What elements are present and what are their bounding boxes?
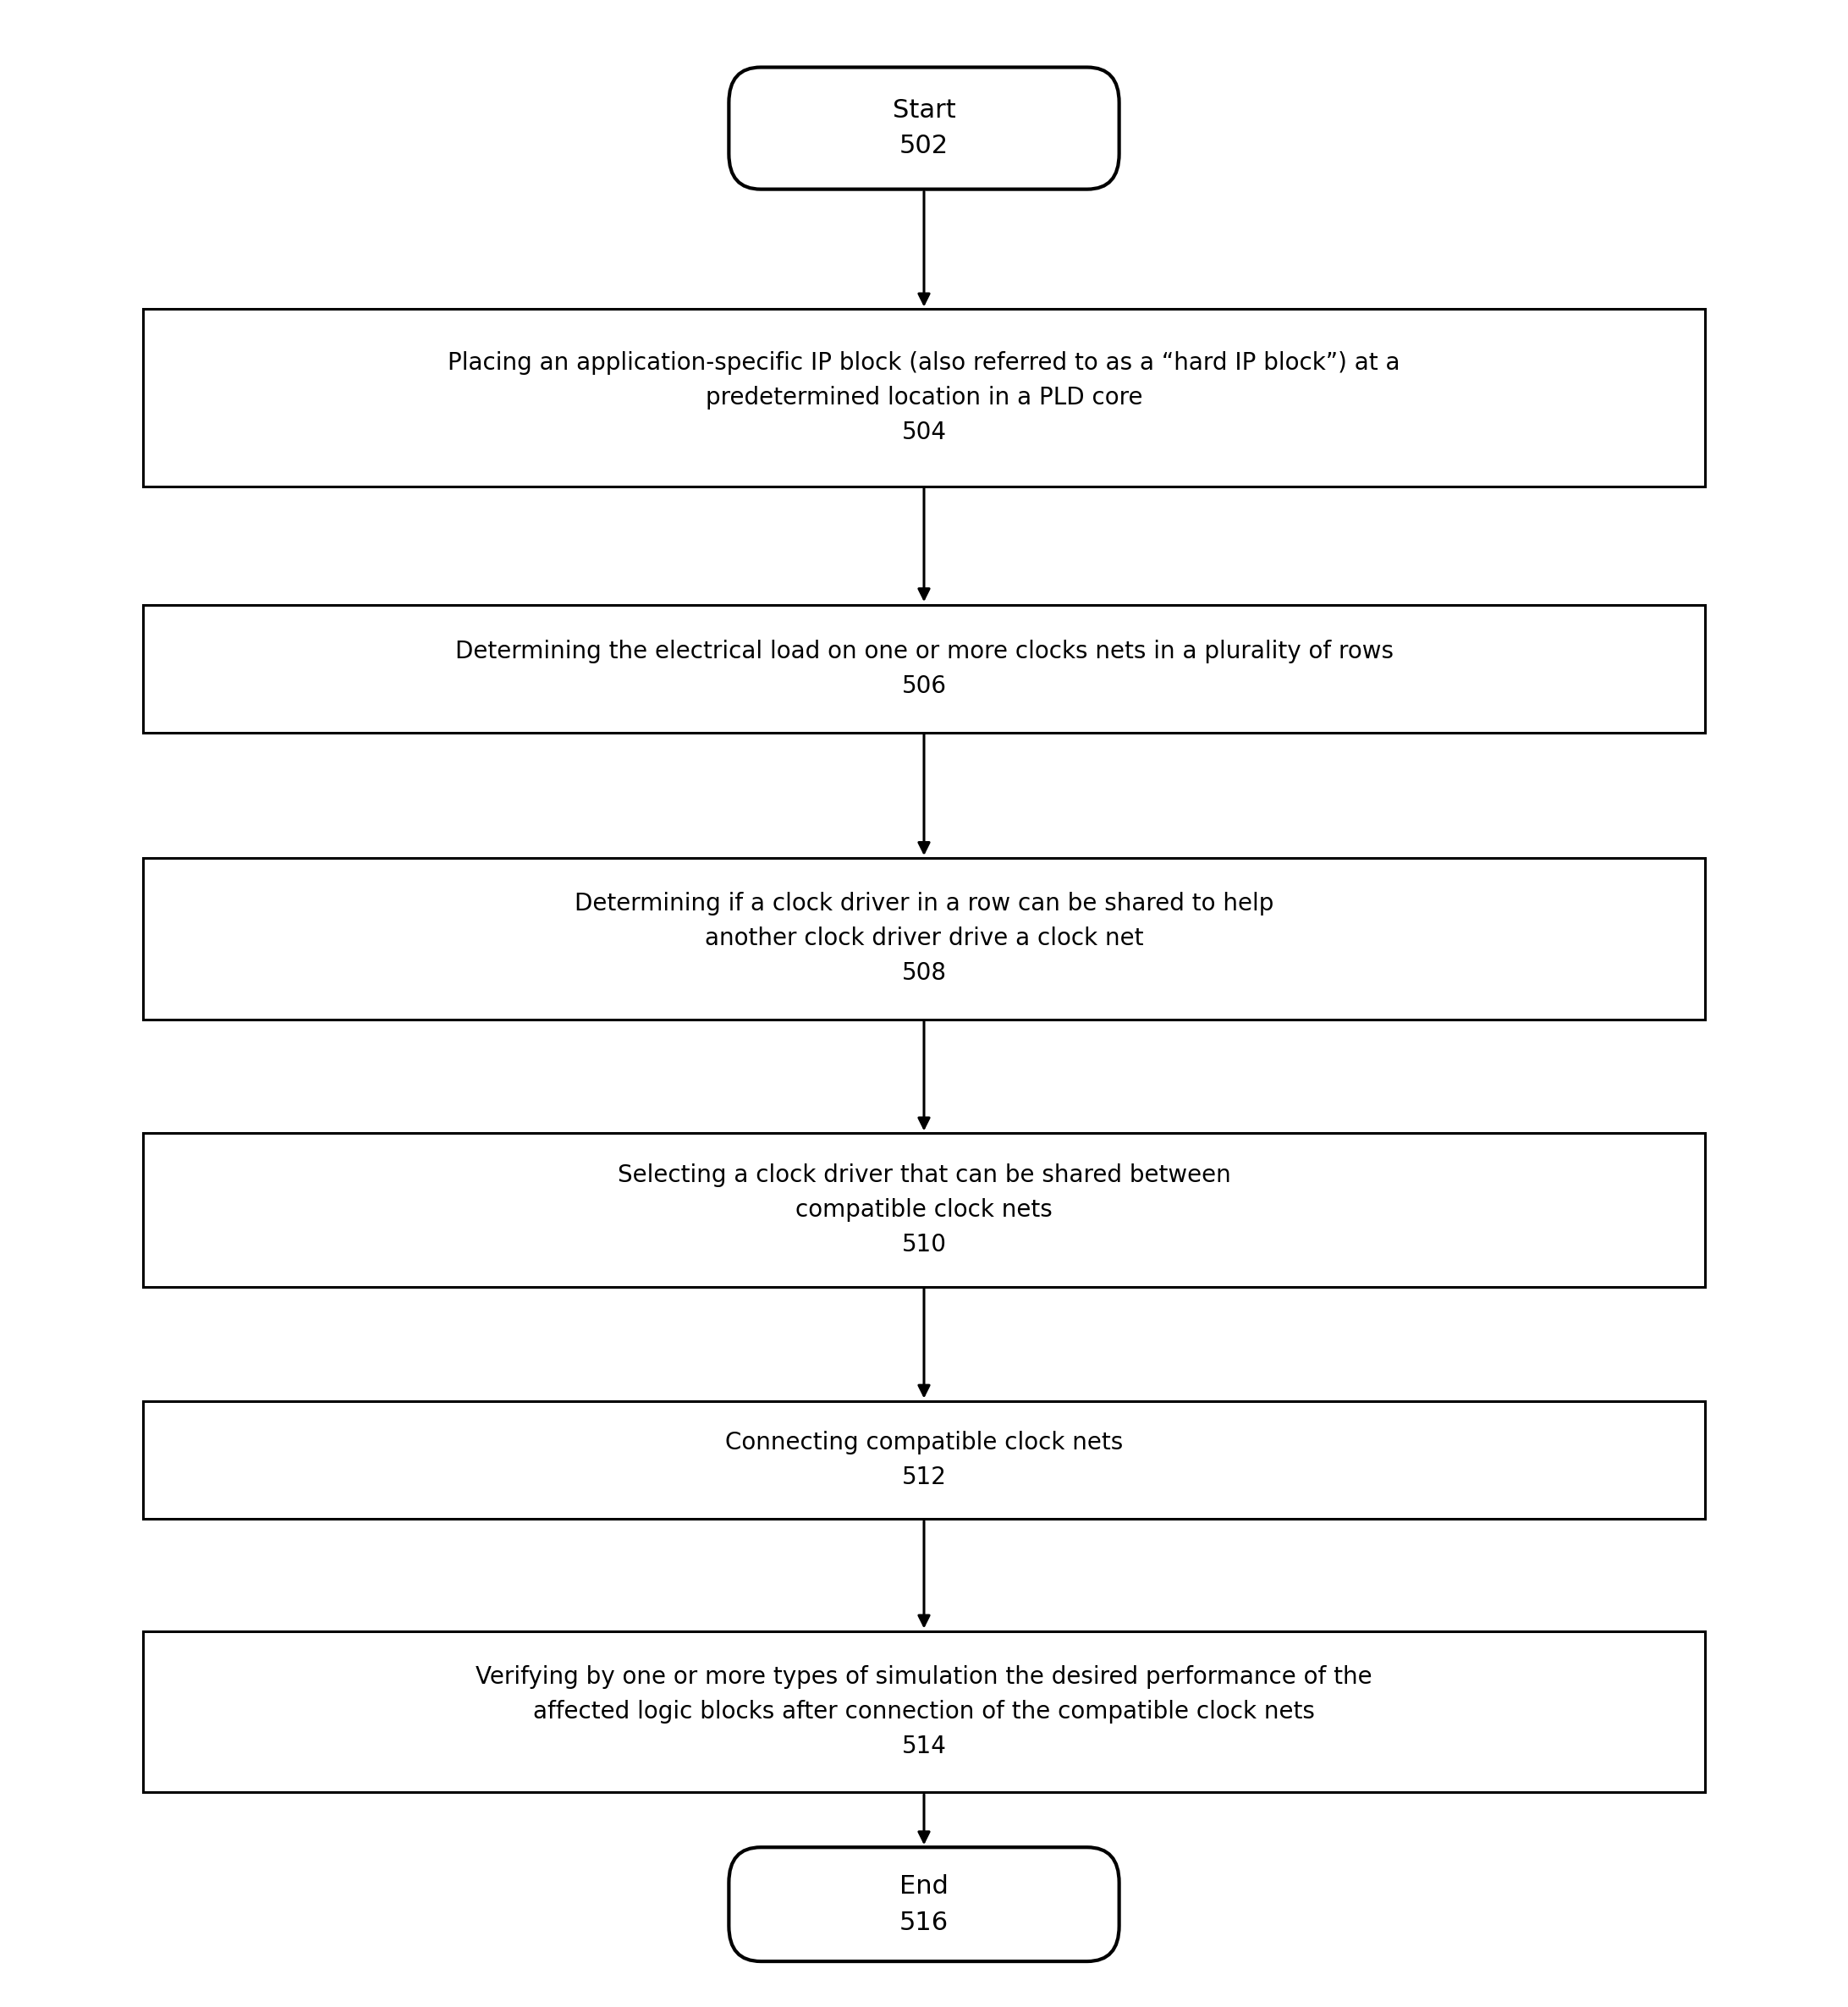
Text: Determining if a clock driver in a row can be shared to help
another clock drive: Determining if a clock driver in a row c…: [575, 891, 1273, 985]
Text: Verifying by one or more types of simulation the desired performance of the
affe: Verifying by one or more types of simula…: [475, 1666, 1373, 1758]
Text: Placing an application-specific IP block (also referred to as a “hard IP block”): Placing an application-specific IP block…: [447, 351, 1401, 444]
Bar: [144, 606, 1704, 733]
FancyBboxPatch shape: [728, 68, 1120, 189]
Bar: [144, 1632, 1704, 1792]
Text: Determining the electrical load on one or more clocks nets in a plurality of row: Determining the electrical load on one o…: [455, 640, 1393, 698]
Bar: [144, 1134, 1704, 1286]
Text: Connecting compatible clock nets
512: Connecting compatible clock nets 512: [724, 1431, 1124, 1489]
Bar: [144, 309, 1704, 486]
Text: Selecting a clock driver that can be shared between
compatible clock nets
510: Selecting a clock driver that can be sha…: [617, 1164, 1231, 1256]
Bar: [144, 857, 1704, 1020]
FancyBboxPatch shape: [728, 1846, 1120, 1961]
Bar: [144, 1401, 1704, 1519]
Text: Start
502: Start 502: [893, 98, 955, 159]
Text: End
516: End 516: [900, 1875, 948, 1935]
